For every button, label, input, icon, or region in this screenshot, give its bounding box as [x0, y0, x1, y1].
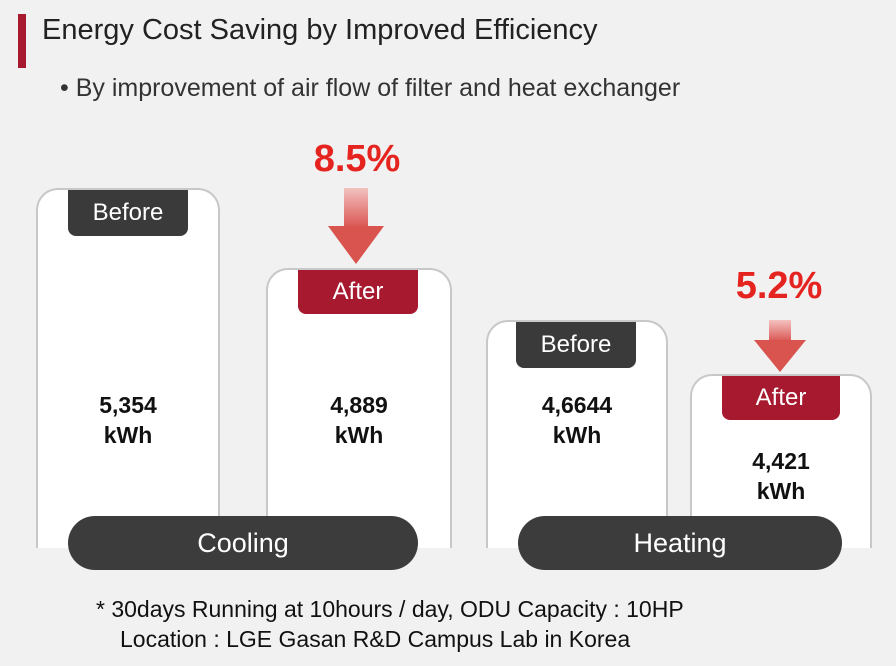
title-accent-bar [18, 14, 26, 68]
tag-cooling-after: After [298, 270, 418, 314]
value-heating-after: 4,421 kWh [690, 446, 872, 506]
value-cooling-after-unit: kWh [334, 422, 384, 448]
arrow-down-icon [754, 320, 806, 372]
value-heating-before-unit: kWh [552, 422, 602, 448]
chart-subtitle: • By improvement of air flow of filter a… [60, 74, 681, 102]
chart-title: Energy Cost Saving by Improved Efficienc… [42, 14, 598, 46]
percent-heating: 5.2% [735, 265, 823, 307]
tag-heating-before: Before [516, 322, 636, 368]
footnote-location: Location : LGE Gasan R&D Campus Lab in K… [120, 626, 631, 652]
value-heating-before-number: 4,6644 [541, 392, 613, 418]
value-cooling-after: 4,889 kWh [266, 390, 452, 450]
value-heating-after-unit: kWh [756, 478, 806, 504]
value-cooling-before-unit: kWh [103, 422, 153, 448]
value-cooling-before-number: 5,354 [99, 392, 157, 418]
tag-cooling-before: Before [68, 190, 188, 236]
footnote-conditions: * 30days Running at 10hours / day, ODU C… [96, 596, 684, 622]
tag-heating-after: After [722, 376, 840, 420]
arrow-down-icon [328, 188, 384, 264]
value-heating-after-number: 4,421 [752, 448, 810, 474]
bar-cooling-after [266, 268, 452, 548]
value-heating-before: 4,6644 kWh [486, 390, 668, 450]
bar-cooling-before [36, 188, 220, 548]
category-pill-cooling: Cooling [68, 516, 418, 570]
value-cooling-after-number: 4,889 [330, 392, 388, 418]
percent-cooling: 8.5% [313, 138, 401, 180]
value-cooling-before: 5,354 kWh [36, 390, 220, 450]
category-pill-heating: Heating [518, 516, 842, 570]
